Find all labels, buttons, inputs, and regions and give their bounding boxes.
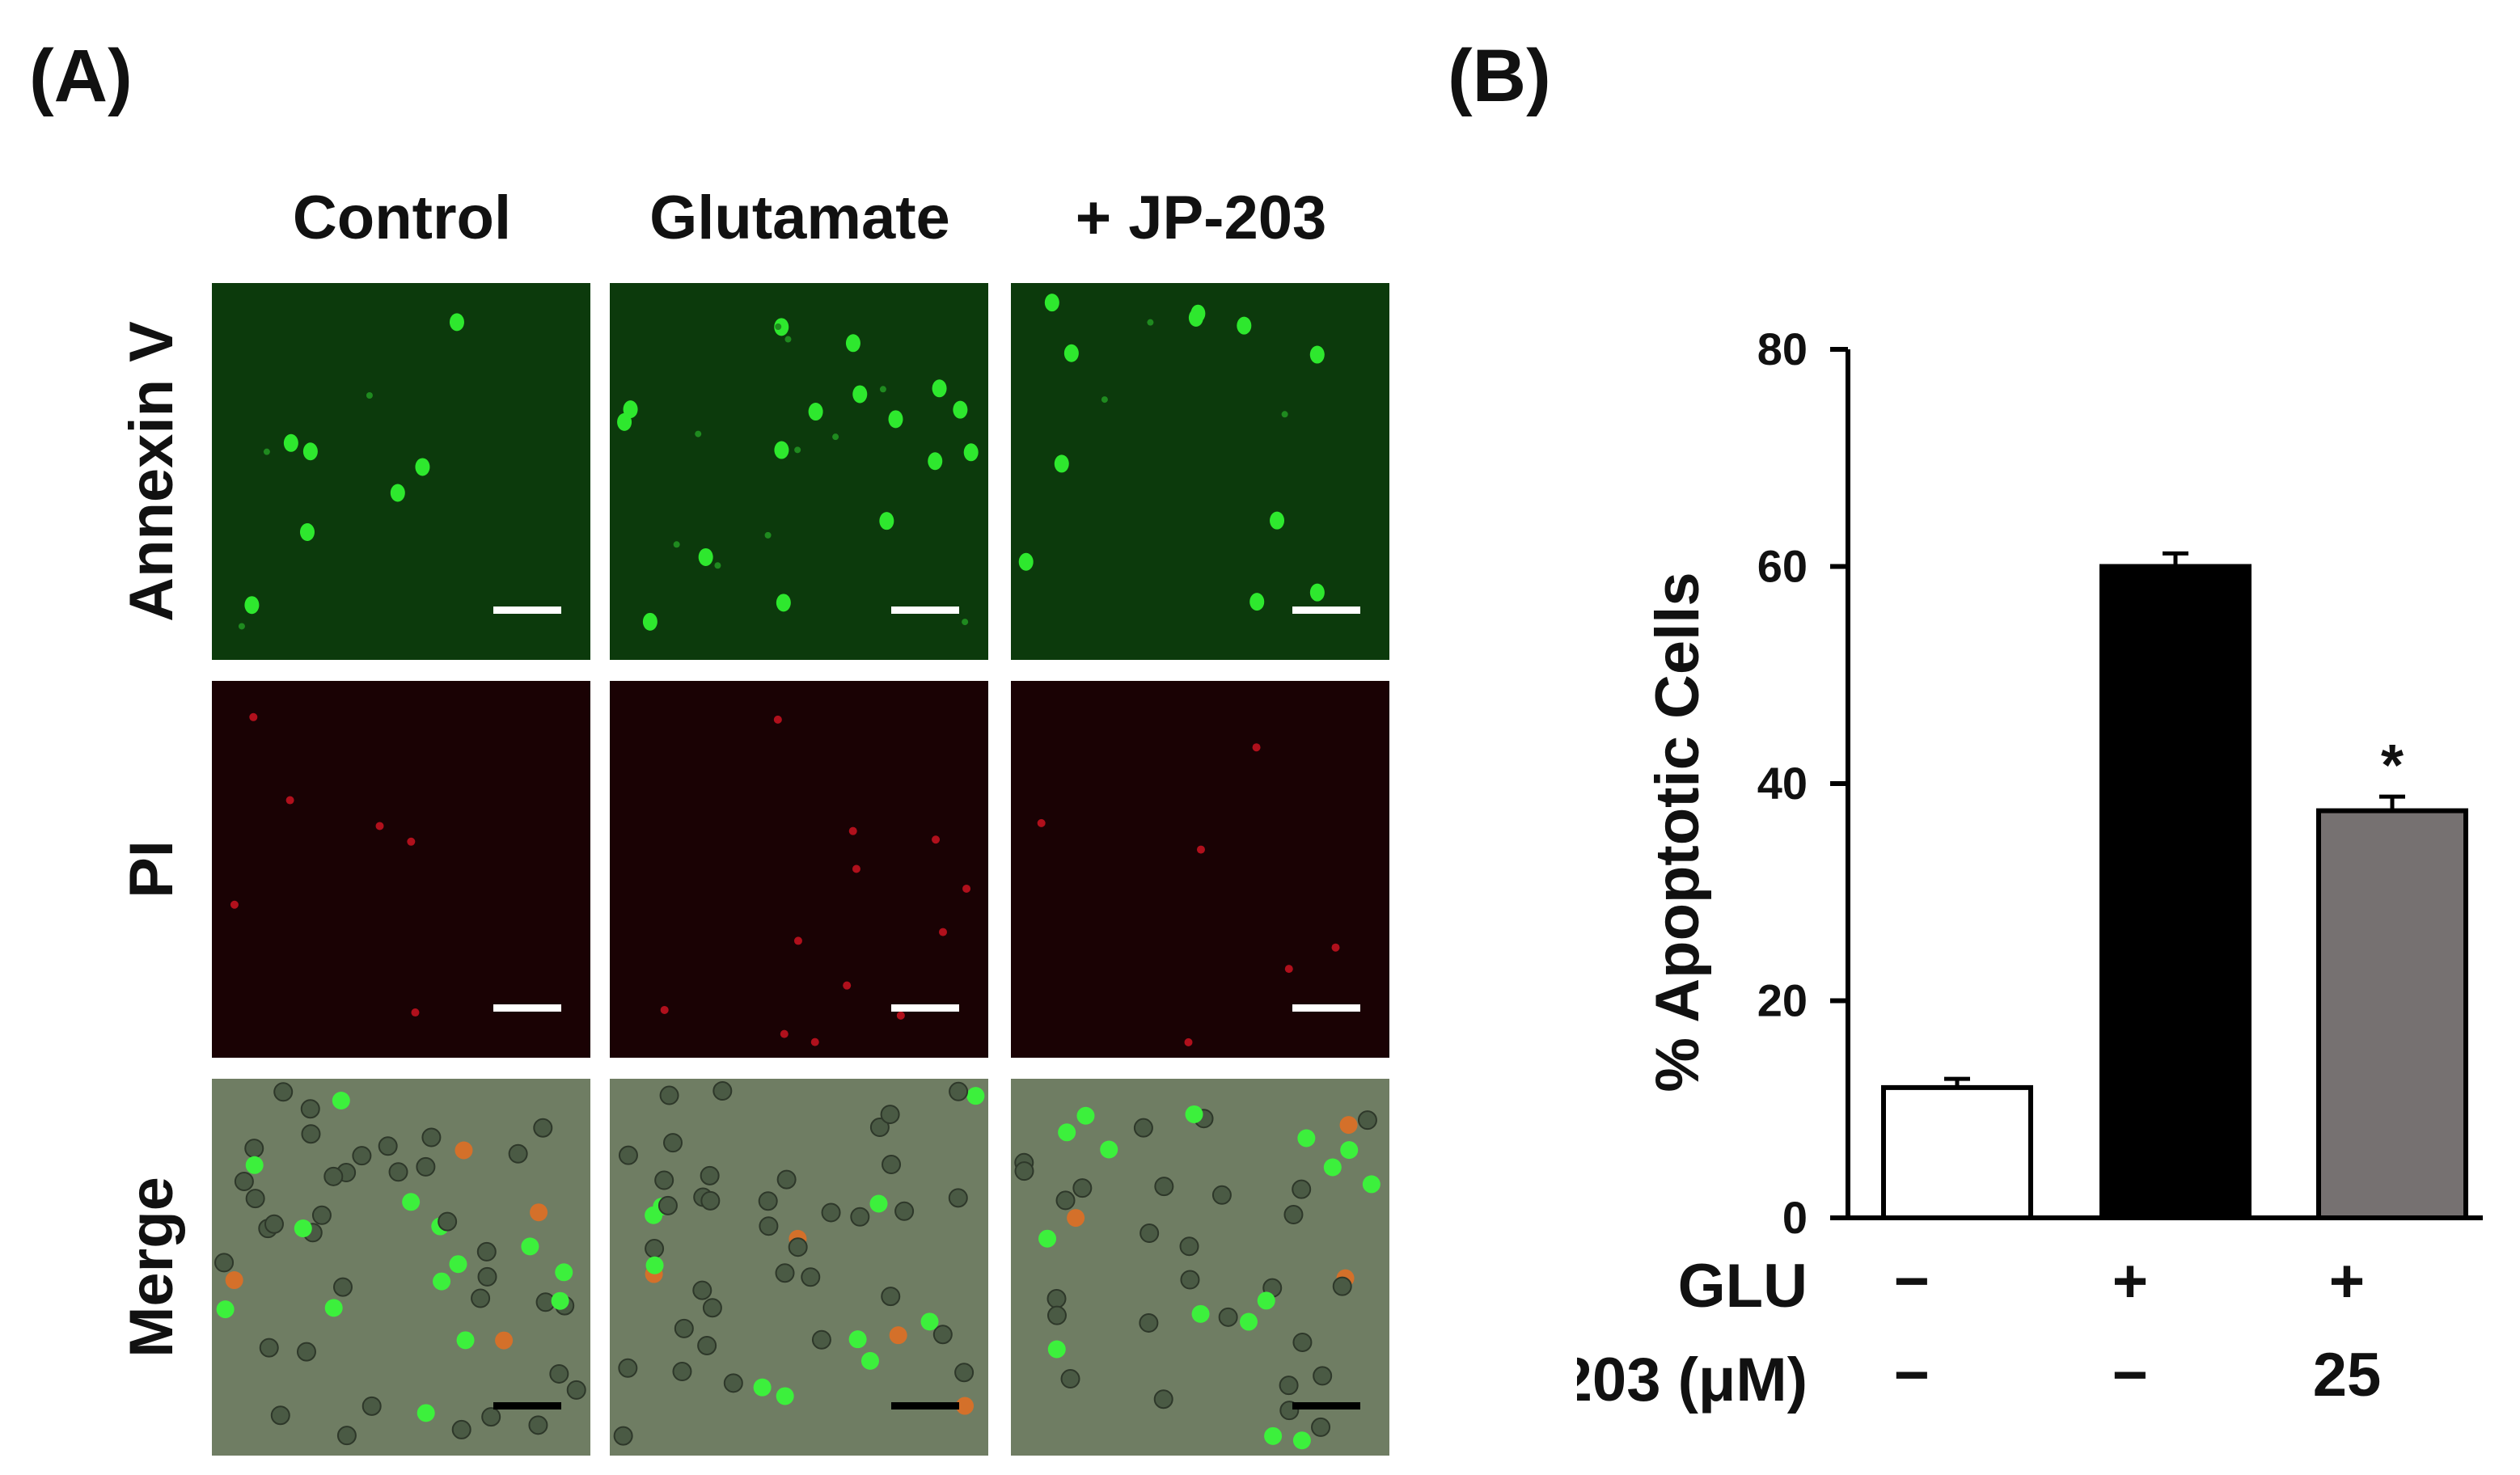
condition-value: + [2112,1247,2148,1316]
row-label-merge: Merge [117,1177,186,1358]
micrograph-1-2 [1011,681,1389,1058]
scale-bar [493,1402,561,1409]
condition-value: − [1894,1341,1930,1409]
micrograph-1-0 [212,681,590,1058]
micrograph-0-0 [212,283,590,660]
y-tick-label: 80 [1757,323,1808,374]
y-tick-label: 20 [1757,975,1808,1026]
scale-bar [1292,1402,1360,1409]
scale-bar [891,1402,959,1409]
micrograph-0-2 [1011,283,1389,660]
condition-label-2: JP-203 (μM) [1577,1346,1808,1414]
bar-1 [1881,1084,2033,1221]
condition-value: − [1894,1247,1930,1316]
panel-b-letter: (B) [1448,35,1551,117]
bar-3 [2316,808,2468,1220]
micrograph-2-2 [1011,1079,1389,1456]
scale-bar [493,606,561,614]
y-axis-label: % Apoptotic Cells [1643,572,1712,1092]
micrograph-2-0 [212,1079,590,1456]
condition-value: − [2112,1341,2148,1409]
y-tick-label: 40 [1757,758,1808,809]
significance-marker: * [2381,733,2404,798]
condition-label-1: GLU [1678,1252,1808,1321]
y-tick-label: 0 [1782,1192,1808,1243]
panel-a-letter: (A) [29,35,133,117]
column-label-jp203: + JP-203 [1075,184,1327,252]
bar-2 [2099,564,2252,1220]
condition-value: 25 [2313,1341,2382,1409]
scale-bar [891,606,959,614]
column-label-glutamate: Glutamate [649,184,950,252]
scale-bar [891,1004,959,1012]
scale-bar [1292,1004,1360,1012]
micrograph-2-1 [610,1079,988,1456]
y-tick-label: 60 [1757,541,1808,592]
micrograph-0-1 [610,283,988,660]
row-label-pi: PI [117,840,186,898]
column-label-control: Control [292,184,512,252]
scale-bar [493,1004,561,1012]
micrograph-1-1 [610,681,988,1058]
condition-value: + [2329,1247,2365,1316]
row-label-annexin-v: Annexin V [117,321,186,622]
scale-bar [1292,606,1360,614]
apoptosis-bar-chart: 0 20 40 60 80 % Apoptotic Cells * GLU − + + JP-203 … [1577,323,2483,1414]
